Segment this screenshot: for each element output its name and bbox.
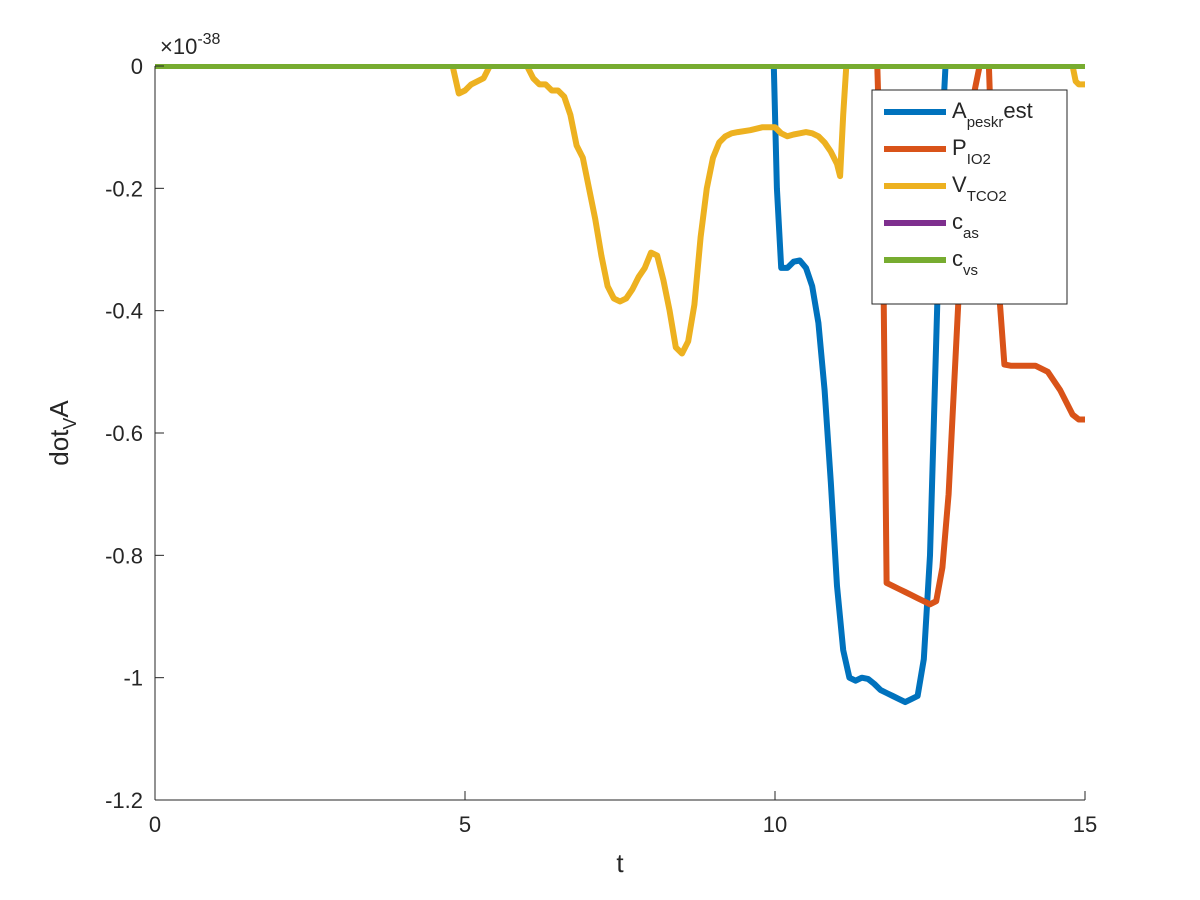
exponent-base: ×10 <box>160 34 197 59</box>
y-tick-label: -0.2 <box>105 176 143 201</box>
y-axis-exponent: ×10-38 <box>160 31 221 59</box>
legend-label: Apeskrest <box>952 98 1033 131</box>
legend-label-main: V <box>952 172 967 197</box>
y-tick-label: -0.6 <box>105 421 143 446</box>
y-tick-label: -1 <box>123 666 143 691</box>
legend-label-main: c <box>952 209 963 234</box>
x-axis-label: t <box>616 848 624 878</box>
exponent-power: -38 <box>197 31 220 48</box>
legend-label: PIO2 <box>952 135 991 168</box>
legend-label-main: c <box>952 246 963 271</box>
legend-label-tail: est <box>1003 98 1032 123</box>
legend-label-sub: TCO2 <box>967 188 1007 205</box>
y-tick-label: 0 <box>131 54 143 79</box>
x-tick-label: 5 <box>459 812 471 837</box>
legend-label-sub: as <box>963 225 979 242</box>
legend-box <box>871 89 1068 305</box>
y-tick-label: -1.2 <box>105 788 143 813</box>
y-axis-ticks: 0 -0.2 -0.4 -0.6 -0.8 -1 -1.2 <box>105 54 164 813</box>
legend-label-sub: peskr <box>967 114 1004 131</box>
legend-label-main: A <box>952 98 967 123</box>
legend-label-main: P <box>952 135 967 160</box>
y-axis-label: dotVA <box>44 400 80 466</box>
x-tick-label: 0 <box>149 812 161 837</box>
y-axis-label-sub: V <box>60 418 80 430</box>
legend-label: cvs <box>952 246 978 279</box>
legend-label: VTCO2 <box>952 172 1007 205</box>
y-tick-label: -0.4 <box>105 299 143 324</box>
x-tick-label: 15 <box>1073 812 1097 837</box>
legend-label: cas <box>952 209 979 242</box>
y-axis-label-tail: A <box>44 400 74 418</box>
legend-label-sub: IO2 <box>967 151 991 168</box>
x-axis-ticks: 0 5 10 15 <box>149 791 1097 837</box>
series-line-v-tco2 <box>155 64 1085 357</box>
legend-label-sub: vs <box>963 262 978 279</box>
y-tick-label: -0.8 <box>105 543 143 568</box>
x-tick-label: 10 <box>763 812 787 837</box>
series-line-a-peskr-est <box>155 64 1085 706</box>
y-axis-label-main: dot <box>44 429 74 466</box>
